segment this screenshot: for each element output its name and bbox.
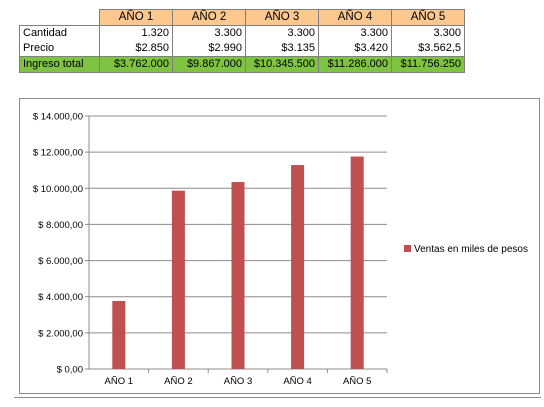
column-header: AÑO 1	[99, 9, 173, 26]
data-table: AÑO 1 AÑO 2 AÑO 3 AÑO 4 AÑO 5 Cantidad 1…	[19, 9, 465, 73]
bar	[231, 182, 245, 369]
table-cell: 1.320	[99, 25, 173, 41]
table-cell: $10.345.500	[245, 56, 319, 73]
table-cell: $3.420	[318, 41, 392, 57]
legend-swatch	[404, 245, 411, 252]
bar	[171, 190, 185, 369]
table-cell: $2.990	[172, 41, 246, 57]
y-tick-label: $ 12.000,00	[33, 148, 83, 159]
table-cell: $3.135	[245, 41, 319, 57]
table-cell: $3.562,5	[391, 41, 465, 57]
y-tick-label: $ 4.000,00	[38, 292, 83, 303]
table-header-row: AÑO 1 AÑO 2 AÑO 3 AÑO 4 AÑO 5	[19, 9, 465, 26]
y-tick-label: $ 0,00	[57, 365, 83, 376]
divider	[14, 397, 541, 398]
column-header: AÑO 3	[245, 9, 319, 26]
x-tick-label: AÑO 5	[343, 376, 372, 387]
y-tick-label: $ 14.000,00	[33, 112, 83, 123]
table-cell: 3.300	[391, 25, 465, 41]
table-cell: 3.300	[245, 25, 319, 41]
table-row-cantidad: Cantidad 1.320 3.300 3.300 3.300 3.300	[19, 25, 465, 41]
legend-label: Ventas en miles de pesos	[414, 244, 528, 255]
column-header: AÑO 4	[318, 9, 392, 26]
row-label: Precio	[19, 41, 100, 57]
chart-area: $ 0,00 $ 2.000,00 $ 4.000,00 $ 6.000,00 $ 8.…	[19, 98, 540, 394]
table-cell: $11.756.250	[391, 56, 465, 73]
x-tick-label: AÑO 4	[283, 376, 312, 387]
table-row-ingreso-total: Ingreso total $3.762.000 $9.867.000 $10.…	[19, 56, 465, 73]
column-header: AÑO 5	[391, 9, 465, 26]
bar	[291, 165, 305, 369]
bar	[112, 301, 126, 369]
table-cell: $11.286.000	[318, 56, 392, 73]
y-tick-label: $ 10.000,00	[33, 184, 83, 195]
column-header: AÑO 2	[172, 9, 246, 26]
table-cell: 3.300	[172, 25, 246, 41]
table-cell: $3.762.000	[99, 56, 173, 73]
row-label: Cantidad	[19, 25, 100, 41]
table-corner-cell	[19, 9, 100, 26]
x-tick-label: AÑO 2	[164, 376, 193, 387]
table-row-precio: Precio $2.850 $2.990 $3.135 $3.420 $3.56…	[19, 41, 465, 57]
y-tick-label: $ 6.000,00	[38, 256, 83, 267]
y-tick-label: $ 2.000,00	[38, 328, 83, 339]
x-tick-label: AÑO 3	[224, 376, 253, 387]
bar-chart: $ 0,00 $ 2.000,00 $ 4.000,00 $ 6.000,00 $ 8.…	[33, 112, 528, 388]
y-tick-label: $ 8.000,00	[38, 220, 83, 231]
bar	[350, 156, 364, 369]
table-cell: $9.867.000	[172, 56, 246, 73]
x-tick-label: AÑO 1	[105, 376, 134, 387]
table-cell: 3.300	[318, 25, 392, 41]
row-label: Ingreso total	[19, 56, 100, 73]
table-cell: $2.850	[99, 41, 173, 57]
